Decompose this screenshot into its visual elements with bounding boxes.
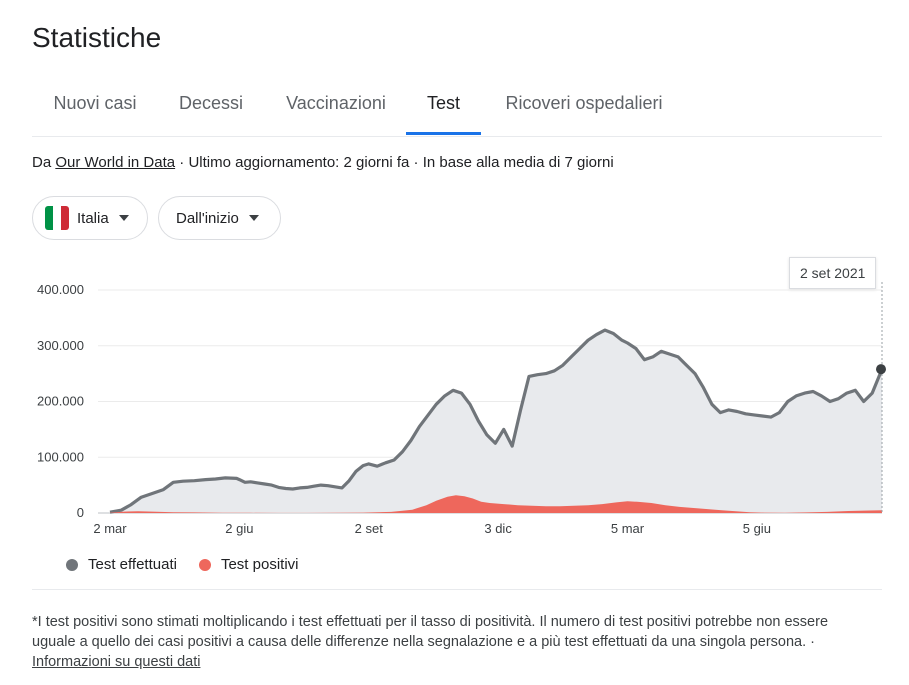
y-tick-label: 0: [77, 505, 84, 520]
divider: [32, 589, 882, 590]
y-tick-label: 300.000: [37, 338, 84, 353]
x-tick-label: 5 giu: [743, 521, 771, 536]
hover-point: [876, 364, 886, 375]
legend-item-test-effettuati: Test effettuati: [66, 556, 177, 573]
x-tick-label: 2 giu: [225, 521, 253, 536]
source-prefix: Da: [32, 154, 56, 171]
x-tick-label: 2 set: [355, 521, 384, 536]
source-link[interactable]: Our World in Data: [55, 154, 176, 171]
y-tick-label: 200.000: [37, 394, 84, 409]
tab-nuovi-casi[interactable]: Nuovi casi: [53, 93, 137, 113]
stats-tabs: Nuovi casi Decessi Vaccinazioni Test Ric…: [32, 82, 882, 137]
tab-ricoveri-ospedalieri[interactable]: Ricoveri ospedalieri: [505, 93, 663, 113]
footnote: *I test positivi sono stimati moltiplica…: [32, 612, 862, 672]
source-details: · Ultimo aggiornamento: 2 giorni fa · In…: [175, 154, 614, 171]
legend-label: Test effettuati: [88, 556, 177, 573]
x-tick-label: 2 mar: [93, 521, 127, 536]
data-source-line: Da Our World in Data · Ultimo aggiorname…: [32, 154, 614, 171]
tests-chart[interactable]: 400.000 300.000 200.000 100.000 0 2 mar 2 giu 2…: [0, 280, 909, 550]
country-filter[interactable]: Italia: [32, 196, 148, 240]
range-filter-label: Dall'inizio: [176, 209, 239, 227]
legend-dot-icon: [198, 558, 211, 571]
country-filter-label: Italia: [77, 209, 109, 227]
series-test-effettuati-area: [110, 330, 882, 513]
x-tick-label: 3 dic: [484, 521, 512, 536]
tab-test[interactable]: Test: [406, 82, 481, 135]
x-tick-label: 5 mar: [611, 521, 645, 536]
range-filter[interactable]: Dall'inizio: [158, 196, 281, 240]
hover-date-tooltip: 2 set 2021: [789, 257, 877, 289]
chart-legend: Test effettuati Test positivi: [66, 556, 320, 573]
tab-vaccinazioni[interactable]: Vaccinazioni: [286, 93, 386, 113]
footnote-separator: ·: [806, 634, 816, 650]
footnote-text: *I test positivi sono stimati moltiplica…: [32, 614, 829, 650]
legend-item-test-positivi: Test positivi: [198, 556, 299, 573]
chevron-down-icon: [118, 215, 129, 221]
about-data-link[interactable]: Informazioni su questi dati: [32, 654, 201, 670]
tab-decessi[interactable]: Decessi: [178, 93, 244, 113]
page-title: Statistiche: [32, 22, 162, 53]
chevron-down-icon: [248, 215, 259, 221]
legend-dot-icon: [66, 558, 78, 571]
series-test-positivi-area: [110, 495, 882, 513]
italy-flag-icon: [45, 206, 69, 230]
y-tick-label: 100.000: [37, 449, 84, 464]
y-tick-label: 400.000: [37, 282, 84, 297]
series-test-effettuati-line: [109, 328, 884, 514]
legend-label: Test positivi: [220, 556, 299, 573]
